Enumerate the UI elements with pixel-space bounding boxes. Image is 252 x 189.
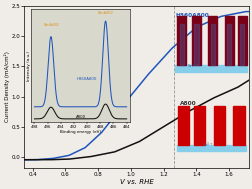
Bar bbox=[237, 16, 246, 65]
Text: Sn$^{4+}$: Sn$^{4+}$ bbox=[186, 62, 199, 71]
Y-axis label: Current Density (mA/cm²): Current Density (mA/cm²) bbox=[4, 51, 10, 122]
Bar bbox=[177, 105, 188, 145]
Bar bbox=[239, 24, 243, 65]
Bar bbox=[207, 16, 216, 65]
Bar bbox=[224, 16, 233, 65]
Bar bbox=[179, 24, 183, 65]
Bar bbox=[193, 105, 204, 145]
Bar bbox=[191, 16, 200, 65]
Text: H360A800: H360A800 bbox=[175, 13, 209, 18]
Bar bbox=[210, 24, 214, 65]
Bar bbox=[176, 145, 245, 151]
Bar bbox=[226, 24, 230, 65]
Bar bbox=[233, 105, 244, 145]
Bar bbox=[176, 16, 185, 65]
Bar bbox=[213, 105, 224, 145]
Bar bbox=[174, 65, 246, 72]
Bar bbox=[194, 24, 198, 65]
Text: Sn$^{4+}$: Sn$^{4+}$ bbox=[202, 140, 213, 150]
X-axis label: V vs. RHE: V vs. RHE bbox=[119, 179, 153, 185]
Text: A800: A800 bbox=[179, 101, 196, 106]
